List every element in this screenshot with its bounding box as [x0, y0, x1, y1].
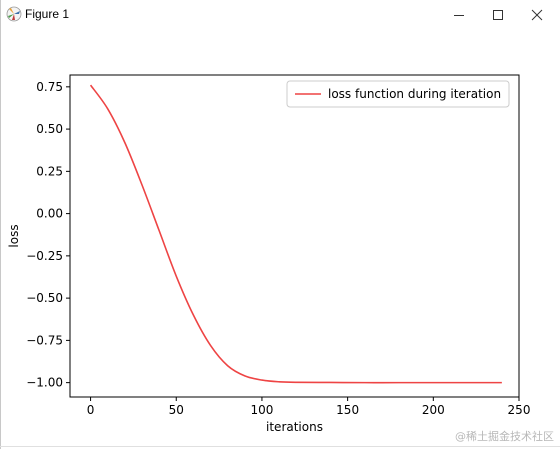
close-icon: [531, 9, 543, 21]
axes-frame: [69, 74, 520, 398]
y-tick-label: 0.75: [36, 80, 63, 94]
matplotlib-app-icon: [6, 6, 22, 22]
x-axis-label: iterations: [266, 420, 323, 434]
y-tick-label: −0.75: [26, 333, 63, 347]
legend-label: loss function during iteration: [328, 87, 501, 101]
window-title: Figure 1: [25, 7, 70, 21]
watermark-text: @稀土掘金技术社区: [455, 430, 554, 443]
y-tick-label: −1.00: [26, 376, 63, 390]
y-tick-label: 0.50: [36, 122, 63, 136]
x-tick-label: 100: [250, 403, 273, 417]
x-tick-label: 250: [508, 403, 531, 417]
legend-box: [286, 80, 510, 108]
maximize-icon: [493, 10, 503, 20]
minimize-button[interactable]: [436, 0, 482, 30]
window-titlebar: Figure 1: [0, 0, 560, 30]
x-tick-label: 0: [87, 403, 95, 417]
window-left-border: [0, 0, 1, 449]
minimize-icon: [454, 15, 464, 16]
x-tick-label: 200: [422, 403, 445, 417]
loss-series-line: [89, 84, 502, 384]
maximize-button[interactable]: [475, 0, 521, 30]
loss-chart: 0 50 100 150 200 250 0.75 0.50 0.25 0.00 −0.25 −0.5…: [7, 74, 531, 434]
y-tick-label: 0.25: [36, 164, 63, 178]
x-tick-label: 150: [336, 403, 359, 417]
close-button[interactable]: [514, 0, 560, 30]
y-tick-label: −0.50: [26, 291, 63, 305]
y-axis-label: loss: [7, 224, 21, 247]
y-tick-label: −0.25: [26, 249, 63, 263]
figure-canvas: 0 50 100 150 200 250 0.75 0.50 0.25 0.00 −0.25 −0.5…: [0, 30, 560, 449]
y-tick-label: 0.00: [36, 207, 63, 221]
x-tick-label: 50: [169, 403, 184, 417]
window-bottom-border: [0, 446, 560, 447]
